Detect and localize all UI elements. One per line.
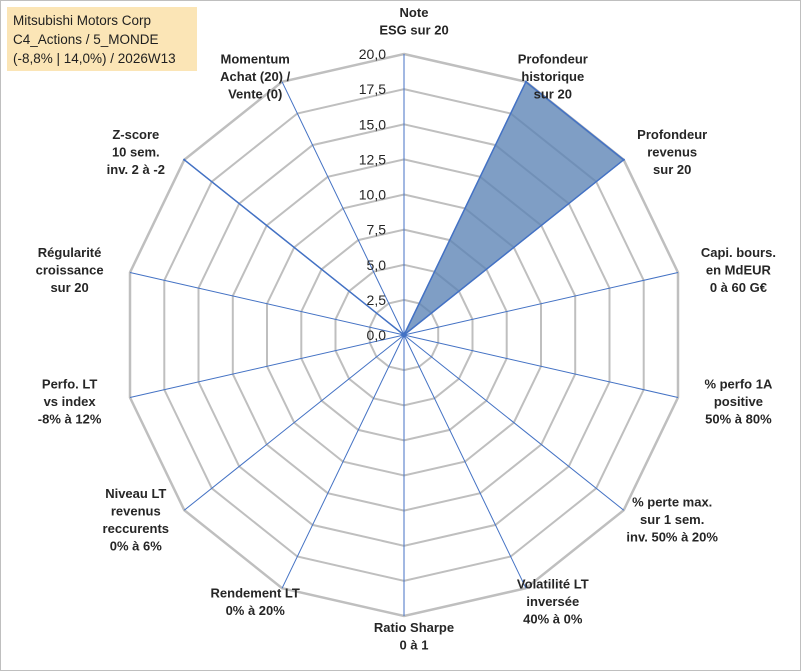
axis-label: 0% à 20% [226, 603, 286, 618]
axis-label: Rendement LT [211, 585, 300, 600]
axis-label-layer: Note ESG sur 20 Profondeur historique sur 20… [36, 5, 776, 653]
tick-label: 17,5 [359, 81, 386, 97]
series-point [402, 333, 406, 337]
axis-label: % perfo 1A [704, 376, 773, 391]
tick-label: 20,0 [359, 46, 386, 62]
axis-label: Vente (0) [228, 86, 282, 101]
tick-label: 2,5 [367, 292, 387, 308]
axis-label: croissance [36, 263, 104, 278]
axis-label: 10 sem. [112, 144, 160, 159]
axis-label: reccurents [103, 521, 169, 536]
axis-label: inv. 2 à -2 [107, 162, 165, 177]
tick-label: 10,0 [359, 187, 386, 203]
tick-layer: 0,0 2,5 5,0 7,5 10,0 12,5 15,0 17,5 20,0 [359, 46, 386, 343]
axis-label: inversée [526, 594, 579, 609]
axis-label: Volatilité LT [517, 577, 589, 592]
title-line-company: Mitsubishi Motors Corp [13, 13, 152, 28]
axis-label: % perte max. [632, 495, 712, 510]
axis-label: 0% à 6% [110, 538, 162, 553]
axis-spoke [129, 272, 405, 336]
axis-spoke [281, 334, 405, 589]
axis-label: Note [400, 5, 429, 20]
axis-spoke [403, 334, 625, 511]
axis-label: sur 20 [653, 162, 691, 177]
title-line-performance: (-8,8% | 14,0%) / 2026W13 [13, 51, 176, 66]
axis-label: revenus [111, 503, 161, 518]
axis-spoke [403, 272, 679, 336]
axis-label: en MdEUR [706, 263, 772, 278]
axis-label: revenus [647, 144, 697, 159]
tick-label: 5,0 [367, 257, 387, 273]
axis-label: 0 à 60 G€ [710, 280, 767, 295]
series-point [622, 158, 625, 161]
axis-label: Profondeur [637, 127, 707, 142]
axis-label: Achat (20) / [220, 69, 290, 84]
axis-spoke [281, 81, 405, 336]
chart-title-box: Mitsubishi Motors Corp C4_Actions / 5_MO… [7, 7, 197, 71]
axis-label: 0 à 1 [400, 638, 429, 653]
axis-label: Niveau LT [105, 486, 166, 501]
axis-label: sur 1 sem. [640, 512, 704, 527]
series-layer [183, 80, 625, 337]
series-point [183, 158, 186, 161]
axis-spoke [403, 334, 679, 398]
tick-label: 12,5 [359, 151, 386, 167]
axis-label: Z-score [112, 127, 159, 142]
series-point [524, 80, 528, 84]
axis-label: inv. 50% à 20% [626, 530, 718, 545]
axis-label: sur 20 [50, 280, 88, 295]
axis-label: vs index [44, 394, 97, 409]
tick-label: 7,5 [367, 222, 387, 238]
tick-label: 0,0 [367, 327, 387, 343]
series-area [183, 80, 625, 337]
axis-spoke [403, 334, 527, 589]
axis-label: ESG sur 20 [379, 23, 448, 38]
axis-label: historique [521, 69, 584, 84]
axis-label: 50% à 80% [705, 411, 772, 426]
tick-label: 15,0 [359, 116, 386, 132]
axis-label: Profondeur [518, 51, 588, 66]
axis-label: Ratio Sharpe [374, 620, 454, 635]
axis-spoke [183, 334, 405, 511]
axis-label: Régularité [38, 245, 102, 260]
axis-label: 40% à 0% [523, 612, 583, 627]
axis-label: -8% à 12% [38, 411, 102, 426]
axis-label: Capi. bours. [701, 245, 776, 260]
axis-spoke [129, 334, 405, 398]
axis-label: positive [714, 394, 763, 409]
axis-label: Momentum [221, 51, 290, 66]
axis-label: Perfo. LT [42, 376, 97, 391]
title-line-category: C4_Actions / 5_MONDE [13, 32, 159, 47]
axis-label: sur 20 [534, 86, 572, 101]
